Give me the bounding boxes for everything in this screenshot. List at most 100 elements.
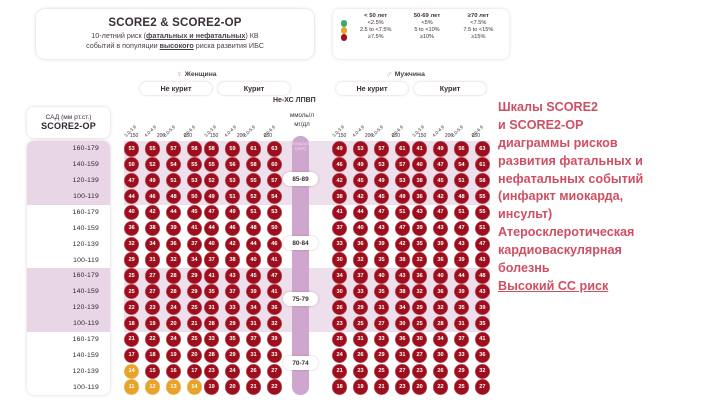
risk-cell[interactable]: 32 bbox=[352, 252, 369, 268]
risk-cell[interactable]: 46 bbox=[144, 188, 161, 205]
risk-cell[interactable]: 23 bbox=[332, 315, 348, 332]
risk-cell[interactable]: 12 bbox=[144, 379, 161, 395]
risk-cell[interactable]: 48 bbox=[474, 268, 490, 284]
risk-cell[interactable]: 13 bbox=[165, 379, 182, 395]
risk-cell[interactable]: 39 bbox=[165, 220, 182, 236]
risk-cell[interactable]: 27 bbox=[373, 315, 390, 332]
risk-cell[interactable]: 21 bbox=[373, 379, 390, 395]
risk-cell[interactable]: 33 bbox=[224, 300, 241, 316]
risk-cell[interactable]: 55 bbox=[245, 173, 262, 189]
risk-cell[interactable]: 28 bbox=[165, 284, 182, 300]
risk-cell[interactable]: 38 bbox=[144, 220, 161, 236]
risk-cell[interactable]: 42 bbox=[224, 236, 241, 252]
risk-cell[interactable]: 41 bbox=[332, 204, 348, 221]
smoking-tab-female-smoker[interactable]: Курит bbox=[218, 82, 290, 95]
risk-cell[interactable]: 32 bbox=[266, 315, 282, 332]
risk-cell[interactable]: 26 bbox=[245, 363, 262, 379]
risk-cell[interactable]: 34 bbox=[394, 300, 410, 316]
risk-cell[interactable]: 18 bbox=[332, 379, 348, 395]
risk-cell[interactable]: 27 bbox=[474, 379, 490, 395]
risk-cell[interactable]: 43 bbox=[394, 268, 410, 284]
risk-cell[interactable]: 43 bbox=[474, 252, 490, 268]
risk-cell[interactable]: 49 bbox=[373, 173, 390, 189]
risk-cell[interactable]: 35 bbox=[373, 284, 390, 300]
risk-cell[interactable]: 29 bbox=[186, 284, 202, 300]
risk-cell[interactable]: 58 bbox=[474, 173, 490, 189]
risk-cell[interactable]: 51 bbox=[474, 220, 490, 236]
risk-cell[interactable]: 48 bbox=[245, 220, 262, 236]
risk-cell[interactable]: 27 bbox=[266, 363, 282, 379]
risk-cell[interactable]: 27 bbox=[144, 284, 161, 300]
risk-cell[interactable]: 53 bbox=[352, 141, 369, 157]
risk-cell[interactable]: 44 bbox=[165, 204, 182, 221]
risk-cell[interactable]: 31 bbox=[373, 300, 390, 316]
risk-cell[interactable]: 32 bbox=[124, 236, 140, 252]
risk-cell[interactable]: 36 bbox=[394, 331, 410, 348]
risk-cell[interactable]: 21 bbox=[124, 331, 140, 348]
risk-cell[interactable]: 57 bbox=[266, 173, 282, 189]
risk-cell[interactable]: 28 bbox=[204, 347, 220, 363]
risk-cell[interactable]: 32 bbox=[165, 252, 182, 268]
risk-cell[interactable]: 47 bbox=[373, 204, 390, 221]
risk-cell[interactable]: 43 bbox=[412, 204, 428, 221]
risk-cell[interactable]: 47 bbox=[474, 236, 490, 252]
risk-cell[interactable]: 22 bbox=[432, 379, 449, 395]
risk-cell[interactable]: 29 bbox=[453, 363, 470, 379]
risk-cell[interactable]: 29 bbox=[224, 347, 241, 363]
risk-cell[interactable]: 58 bbox=[186, 141, 202, 157]
risk-cell[interactable]: 36 bbox=[474, 347, 490, 363]
risk-cell[interactable]: 29 bbox=[224, 315, 241, 332]
risk-cell[interactable]: 40 bbox=[204, 236, 220, 252]
risk-cell[interactable]: 29 bbox=[412, 300, 428, 316]
risk-cell[interactable]: 41 bbox=[474, 331, 490, 348]
risk-cell[interactable]: 35 bbox=[412, 236, 428, 252]
risk-cell[interactable]: 32 bbox=[412, 252, 428, 268]
risk-cell[interactable]: 37 bbox=[332, 220, 348, 236]
risk-cell[interactable]: 47 bbox=[453, 220, 470, 236]
risk-cell[interactable]: 57 bbox=[394, 157, 410, 173]
risk-cell[interactable]: 56 bbox=[453, 141, 470, 157]
risk-cell[interactable]: 47 bbox=[124, 173, 140, 189]
risk-cell[interactable]: 55 bbox=[144, 141, 161, 157]
risk-cell[interactable]: 55 bbox=[474, 204, 490, 221]
risk-cell[interactable]: 20 bbox=[165, 315, 182, 332]
risk-cell[interactable]: 29 bbox=[124, 252, 140, 268]
risk-cell[interactable]: 49 bbox=[352, 157, 369, 173]
risk-cell[interactable]: 30 bbox=[332, 252, 348, 268]
risk-cell[interactable]: 30 bbox=[394, 315, 410, 332]
risk-cell[interactable]: 19 bbox=[165, 347, 182, 363]
risk-cell[interactable]: 59 bbox=[224, 141, 241, 157]
risk-cell[interactable]: 61 bbox=[394, 141, 410, 157]
risk-cell[interactable]: 27 bbox=[394, 363, 410, 379]
risk-cell[interactable]: 18 bbox=[144, 347, 161, 363]
risk-cell[interactable]: 41 bbox=[266, 284, 282, 300]
risk-cell[interactable]: 33 bbox=[453, 347, 470, 363]
risk-cell[interactable]: 35 bbox=[224, 331, 241, 348]
risk-cell[interactable]: 36 bbox=[432, 252, 449, 268]
risk-cell[interactable]: 32 bbox=[412, 284, 428, 300]
risk-cell[interactable]: 49 bbox=[224, 204, 241, 221]
risk-cell[interactable]: 42 bbox=[394, 236, 410, 252]
risk-cell[interactable]: 25 bbox=[124, 284, 140, 300]
risk-cell[interactable]: 55 bbox=[186, 157, 202, 173]
risk-cell[interactable]: 47 bbox=[432, 204, 449, 221]
risk-cell[interactable]: 37 bbox=[204, 252, 220, 268]
risk-cell[interactable]: 39 bbox=[245, 284, 262, 300]
risk-cell[interactable]: 41 bbox=[412, 141, 428, 157]
risk-cell[interactable]: 21 bbox=[186, 315, 202, 332]
risk-cell[interactable]: 38 bbox=[332, 188, 348, 205]
risk-cell[interactable]: 51 bbox=[453, 204, 470, 221]
risk-cell[interactable]: 31 bbox=[394, 347, 410, 363]
smoking-tab-male-nonsmoker[interactable]: Не курит bbox=[336, 82, 408, 95]
risk-cell[interactable]: 20 bbox=[412, 379, 428, 395]
risk-cell[interactable]: 38 bbox=[224, 252, 241, 268]
risk-cell[interactable]: 45 bbox=[186, 204, 202, 221]
risk-cell[interactable]: 57 bbox=[373, 141, 390, 157]
risk-cell[interactable]: 20 bbox=[186, 347, 202, 363]
risk-cell[interactable]: 49 bbox=[394, 188, 410, 205]
risk-cell[interactable]: 22 bbox=[266, 379, 282, 395]
risk-cell[interactable]: 34 bbox=[186, 252, 202, 268]
risk-cell[interactable]: 54 bbox=[165, 157, 182, 173]
risk-cell[interactable]: 21 bbox=[245, 379, 262, 395]
risk-cell[interactable]: 14 bbox=[124, 363, 140, 379]
